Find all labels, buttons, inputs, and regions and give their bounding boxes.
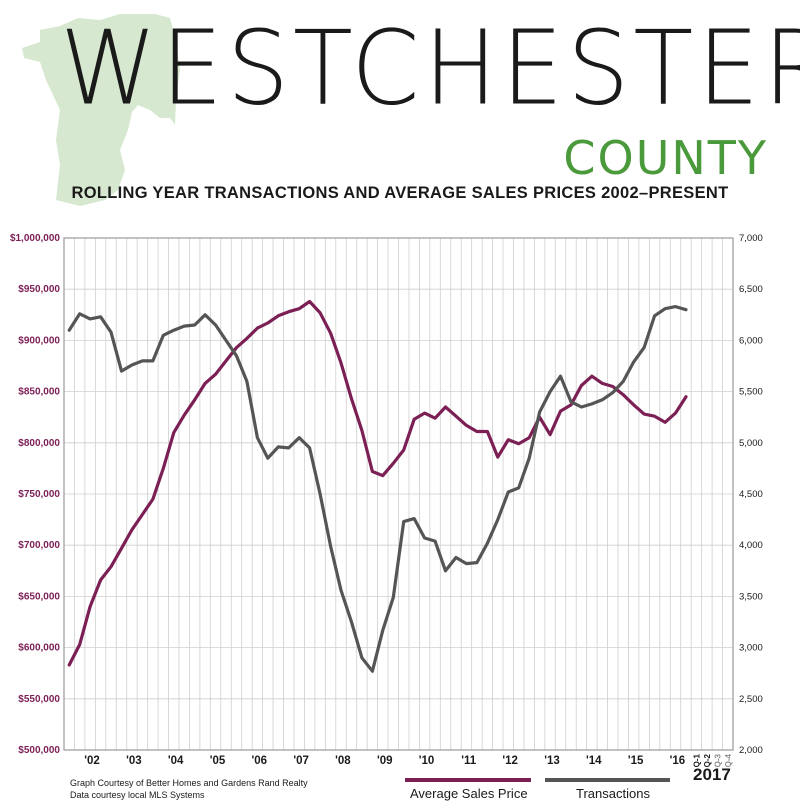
x-tick-label: '02 (84, 755, 100, 767)
y-left-tick-label: $900,000 (18, 335, 60, 346)
y-right-tick-label: 5,500 (739, 387, 763, 398)
y-left-tick-label: $950,000 (18, 284, 60, 295)
x-tick-label: '04 (168, 755, 184, 767)
y-left-tick-label: $800,000 (18, 438, 60, 449)
legend-transactions-swatch (545, 778, 670, 782)
x-tick-label: '14 (586, 755, 602, 767)
legend-price-label: Average Sales Price (410, 786, 528, 801)
y-left-tick-label: $600,000 (18, 643, 60, 654)
y-right-tick-label: 4,000 (739, 540, 763, 551)
y-left-tick-label: $550,000 (18, 694, 60, 705)
series-line-average-sales-price (67, 299, 688, 667)
line-chart: $500,000 $550,000 $600,000 $650,000 $700,000… (10, 233, 763, 767)
x-tick-label: '13 (544, 755, 560, 767)
x-tick-label: '09 (377, 755, 393, 767)
year-label-2017: 2017 (693, 765, 731, 784)
legend-price-swatch (405, 778, 531, 782)
y-right-tick-label: 6,000 (739, 335, 763, 346)
x-quarter-label: Q-2 (703, 753, 712, 767)
x-tick-label: '10 (419, 755, 435, 767)
x-tick-label: '15 (628, 755, 644, 767)
y-left-tick-label: $1,000,000 (10, 233, 60, 244)
y-right-tick-label: 3,500 (739, 591, 763, 602)
y-left-tick-label: $750,000 (18, 489, 60, 500)
y-left-tick-label: $500,000 (18, 745, 60, 756)
x-tick-label: '08 (335, 755, 351, 767)
y-right-tick-label: 7,000 (739, 233, 763, 244)
y-left-tick-label: $850,000 (18, 387, 60, 398)
x-quarter-label: Q-4 (724, 753, 733, 767)
y-right-tick-label: 4,500 (739, 489, 763, 500)
page-title: WESTCHESTER (60, 9, 800, 129)
series-line-transactions (67, 305, 688, 673)
x-quarter-label: Q-1 (692, 753, 701, 767)
y-right-tick-label: 5,000 (739, 438, 763, 449)
county-map-silhouette (22, 14, 180, 206)
x-tick-label: '03 (126, 755, 142, 767)
y-right-tick-label: 6,500 (739, 284, 763, 295)
x-tick-label: '16 (670, 755, 686, 767)
x-quarter-label: Q-3 (713, 753, 722, 767)
x-tick-label: '05 (210, 755, 226, 767)
y-left-tick-label: $700,000 (18, 540, 60, 551)
y-right-tick-label: 3,000 (739, 643, 763, 654)
y-right-tick-label: 2,500 (739, 694, 763, 705)
page-subtitle: COUNTY (563, 131, 768, 185)
legend-transactions-label: Transactions (576, 786, 650, 801)
plot-frame (63, 237, 734, 751)
y-right-tick-label: 2,000 (739, 745, 763, 756)
credit-line-1: Graph Courtesy of Better Homes and Garde… (70, 778, 308, 788)
y-left-tick-label: $650,000 (18, 591, 60, 602)
x-tick-label: '06 (252, 755, 268, 767)
chart-title: ROLLING YEAR TRANSACTIONS AND AVERAGE SA… (71, 184, 729, 202)
credit-line-2: Data courtesy local MLS Systems (70, 790, 205, 800)
x-tick-label: '07 (293, 755, 309, 767)
x-tick-label: '11 (461, 755, 476, 767)
x-tick-label: '12 (502, 755, 518, 767)
